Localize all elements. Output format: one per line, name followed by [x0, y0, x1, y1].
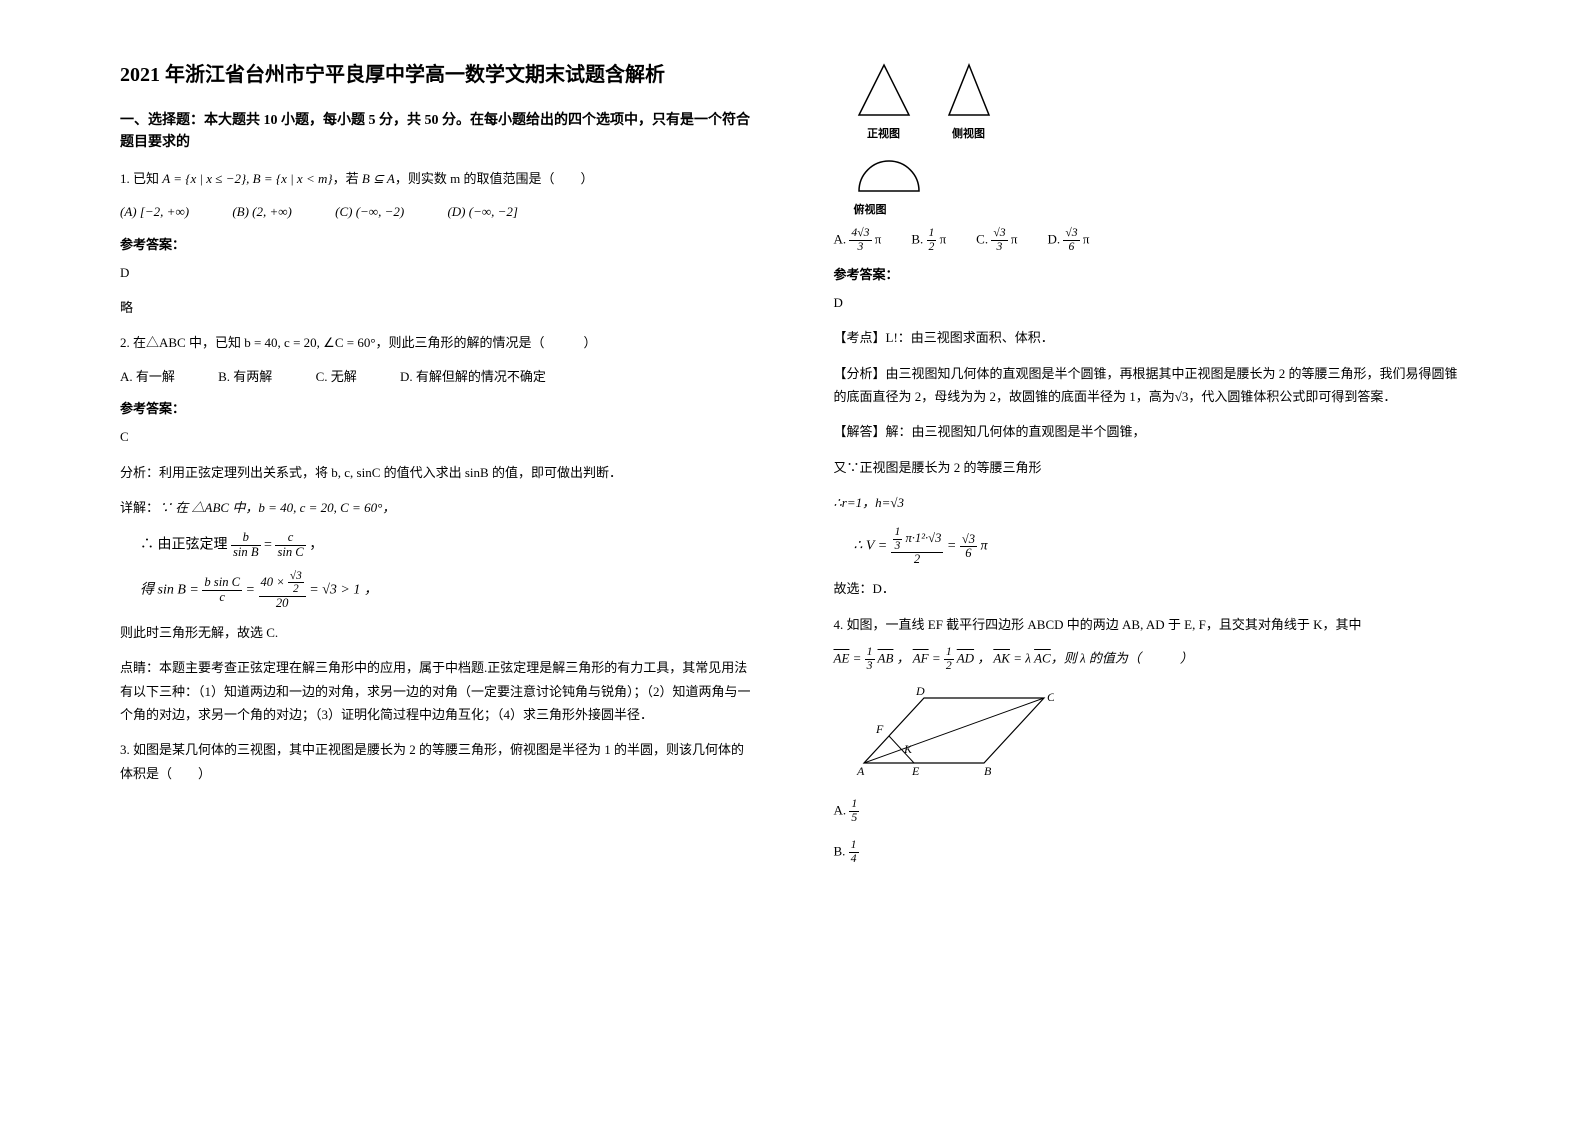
q3-opt-d: D. √36 π: [1047, 227, 1089, 254]
q3-opt-b: B. 12 π: [911, 227, 946, 254]
q1-opt-d: (D) (−∞, −2]: [447, 204, 518, 219]
q4-opt-b: B. 14: [834, 839, 1468, 866]
q2-f2-eq1: =: [246, 583, 259, 598]
q1-note: 略: [120, 296, 754, 319]
q2-f1-num: b: [231, 531, 261, 546]
q1-text-mid: ，若: [333, 171, 362, 186]
section-header: 一、选择题：本大题共 10 小题，每小题 5 分，共 50 分。在每小题给出的四…: [120, 110, 754, 155]
q2-f2-comma: ，: [364, 583, 378, 598]
q1-opt-b: (B) (2, +∞): [232, 204, 292, 219]
q3-answer: D: [834, 291, 1468, 314]
q4-label-e: E: [911, 764, 920, 778]
side-view-label: 侧视图: [944, 125, 994, 141]
q2-options: A. 有一解 B. 有两解 C. 无解 D. 有解但解的情况不确定: [120, 365, 754, 388]
q4-label-a: A: [856, 764, 865, 778]
q4-figure: A B C D E F K: [854, 683, 1468, 788]
front-view-label: 正视图: [854, 125, 914, 141]
q3-kaodian: 【考点】L!：由三视图求面积、体积．: [834, 326, 1468, 349]
side-view-triangle-icon: [944, 60, 994, 120]
q4-label-b: B: [984, 764, 992, 778]
q2-formula-2: 得 sin B = b sin Cc = 40 × √3220 = √3 > 1…: [140, 570, 754, 611]
q2-formula1-pre: ∴ 由正弦定理: [140, 538, 231, 553]
front-view-triangle-icon: [854, 60, 914, 120]
q2-answer: C: [120, 425, 754, 448]
q2-f1-den: sin B: [231, 546, 261, 560]
question-4: 4. 如图，一直线 EF 截平行四边形 ABCD 中的两边 AB, AD 于 E…: [834, 613, 1468, 636]
question-1: 1. 已知 A = {x | x ≤ −2}, B = {x | x < m}，…: [120, 167, 754, 190]
q3-opt-c: C. √33 π: [976, 227, 1017, 254]
q4-label-k: K: [903, 742, 913, 756]
q1-opt-a: (A) [−2, +∞): [120, 204, 189, 219]
q2-detail-label: 详解：: [120, 500, 159, 515]
q1-text-post: ，则实数 m 的取值范围是（ ）: [395, 171, 594, 186]
top-view-label: 俯视图: [854, 201, 1468, 217]
q2-formula2-pre: 得 sin B =: [140, 583, 202, 598]
q2-f1-den2: sin C: [275, 546, 305, 560]
q3-three-view-figure: 正视图 侧视图 俯视图: [834, 60, 1468, 217]
q2-formula-1: ∴ 由正弦定理 bsin B = csin C ，: [140, 531, 754, 560]
q2-analysis-text: 利用正弦定理列出关系式，将 b, c, sinC 的值代入求出 sinB 的值，…: [159, 465, 622, 480]
q4-vectors: AE = 13 AB ， AF = 12 AD ， AK = λ AC，则 λ …: [834, 646, 1468, 673]
q2-f1-num2: c: [275, 531, 305, 546]
question-2: 2. 在△ABC 中，已知 b = 40, c = 20, ∠C = 60°，则…: [120, 331, 754, 354]
q3-jieda-1: 【解答】解：由三视图知几何体的直观图是半个圆锥，: [834, 420, 1468, 443]
q4-opt-a: A. 15: [834, 798, 1468, 825]
top-view-semicircle-icon: [854, 151, 924, 196]
q1-text-pre: 1. 已知: [120, 171, 162, 186]
q3-options: A. 4√33 π B. 12 π C. √33 π D. √36 π: [834, 227, 1468, 254]
q4-label-f: F: [875, 722, 884, 736]
q3-jieda-2: 又∵正视图是腰长为 2 的等腰三角形: [834, 456, 1468, 479]
q2-f2-n2: 40 × √32: [259, 570, 306, 597]
q2-f1-post: ，: [309, 538, 323, 553]
q1-set-a: A = {x | x ≤ −2}, B = {x | x < m}: [162, 171, 332, 186]
q2-answer-label: 参考答案：: [120, 398, 754, 417]
q3-jieda-5: 故选：D．: [834, 577, 1468, 600]
q1-answer: D: [120, 261, 754, 284]
q4-label-c: C: [1047, 690, 1054, 704]
q4-label-d: D: [915, 684, 925, 698]
q2-comment: 点睛：本题主要考查正弦定理在解三角形中的应用，属于中档题.正弦定理是解三角形的有…: [120, 656, 754, 726]
q2-detail-pre: 详解：∵ 在 △ABC 中，b = 40, c = 20, C = 60°，: [120, 496, 754, 519]
q2-f1-eq: =: [264, 538, 275, 553]
q2-analysis-label: 分析：: [120, 465, 159, 480]
q2-f2-d2: 20: [259, 597, 306, 611]
q1-opt-c: (C) (−∞, −2): [335, 204, 404, 219]
q2-f2-tail: = √3 > 1: [309, 583, 360, 598]
q2-opt-b: B. 有两解: [218, 369, 272, 384]
q1-cond: B ⊆ A: [362, 171, 395, 186]
q3-jieda-3: ∴r=1，h=√3: [834, 491, 1468, 514]
q3-jieda-4: ∴ V = 13 π·1²·√32 = √36 π: [854, 526, 1468, 567]
q2-f2-d1: c: [202, 591, 242, 605]
q3-opt-a: A. 4√33 π: [834, 227, 882, 254]
question-3: 3. 如图是某几何体的三视图，其中正视图是腰长为 2 的等腰三角形，俯视图是半径…: [120, 738, 754, 785]
q1-answer-label: 参考答案：: [120, 234, 754, 253]
q2-detail-pre-text: ∵ 在 △ABC 中，b = 40, c = 20, C = 60°，: [159, 500, 395, 515]
page-title: 2021 年浙江省台州市宁平良厚中学高一数学文期末试题含解析: [120, 60, 754, 90]
q2-opt-c: C. 无解: [316, 369, 357, 384]
q1-options: (A) [−2, +∞) (B) (2, +∞) (C) (−∞, −2) (D…: [120, 200, 754, 223]
q2-analysis: 分析：利用正弦定理列出关系式，将 b, c, sinC 的值代入求出 sinB …: [120, 461, 754, 484]
q2-opt-d: D. 有解但解的情况不确定: [400, 369, 546, 384]
q2-text: 2. 在△ABC 中，已知 b = 40, c = 20, ∠C = 60°，则…: [120, 335, 597, 350]
q3-answer-label: 参考答案：: [834, 264, 1468, 283]
q2-f2-n1: b sin C: [202, 576, 242, 591]
q3-fenxi: 【分析】由三视图知几何体的直观图是半个圆锥，再根据其中正视图是腰长为 2 的等腰…: [834, 362, 1468, 409]
q2-conclusion: 则此时三角形无解，故选 C.: [120, 621, 754, 644]
q2-opt-a: A. 有一解: [120, 369, 175, 384]
